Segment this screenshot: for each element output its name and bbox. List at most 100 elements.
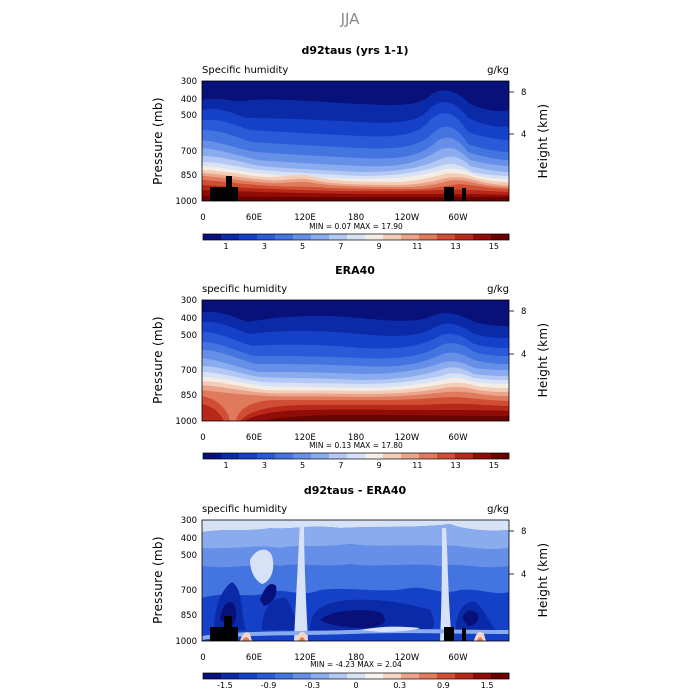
colorbar-swatch xyxy=(401,234,420,240)
colorbar-label: 11 xyxy=(412,461,422,470)
panel-2: ERA40 specific humidity g/kg 300 400 xyxy=(151,264,550,470)
panel-1-ylabel: Pressure (mb) xyxy=(151,97,165,185)
panel-2-units: g/kg xyxy=(487,284,509,295)
panel-3-ytick-500: 500 xyxy=(181,551,197,561)
colorbar-swatch xyxy=(491,673,510,679)
colorbar-label: 1.5 xyxy=(481,681,494,690)
panel-2-ytick-1000: 1000 xyxy=(175,417,197,427)
panel-1-y2ticks: 8 4 xyxy=(509,88,526,140)
colorbar-swatch xyxy=(365,234,384,240)
colorbar-swatch xyxy=(257,453,276,459)
panel-2-frame xyxy=(201,299,510,422)
panel-3-ytick-300: 300 xyxy=(181,516,197,526)
colorbar-label: -1.5 xyxy=(217,681,233,690)
colorbar-swatch xyxy=(293,234,312,240)
colorbar-label: 5 xyxy=(300,242,305,251)
colorbar-label: 3 xyxy=(262,461,267,470)
colorbar-swatch xyxy=(329,234,348,240)
colorbar-swatch xyxy=(257,234,276,240)
panel-1-stats: MIN = 0.07 MAX = 17.90 xyxy=(309,222,403,231)
colorbar-frame xyxy=(202,452,510,460)
panel-3-vertical-streak-60w xyxy=(440,528,452,641)
panel-1-topography xyxy=(210,176,466,201)
panel-2-xtick-120e: 120E xyxy=(294,433,316,443)
colorbar-swatch xyxy=(401,673,420,679)
panel-2-ytick-850: 850 xyxy=(181,391,197,401)
colorbar-swatch xyxy=(419,673,438,679)
colorbar-swatch xyxy=(365,453,384,459)
panel-1-ytick-300: 300 xyxy=(181,77,197,87)
panel-1: d92taus (yrs 1-1) Specific humidity g/kg xyxy=(151,44,550,251)
panel-1-y2tick-4: 4 xyxy=(521,130,526,140)
panel-3-ylabel: Pressure (mb) xyxy=(151,536,165,624)
panel-3-ytick-400: 400 xyxy=(181,534,197,544)
panel-1-ytick-700: 700 xyxy=(181,147,197,157)
panel-1-y2tick-8: 8 xyxy=(521,88,526,98)
panel-3-upper-near-zero xyxy=(202,520,509,532)
colorbar-swatch xyxy=(203,453,222,459)
panel-3-upper-left-white xyxy=(250,549,274,584)
panel-1-xtick-120w: 120W xyxy=(395,213,420,223)
panel-3-title: d92taus - ERA40 xyxy=(304,484,407,497)
colorbar-swatch xyxy=(329,453,348,459)
colorbar-swatch xyxy=(347,673,366,679)
panel-3-positive-patch-2 xyxy=(242,637,483,641)
colorbar-label: 1 xyxy=(224,242,229,251)
panel-3-topography xyxy=(210,616,466,641)
colorbar-swatch xyxy=(383,453,402,459)
panel-3-y2label: Height (km) xyxy=(536,543,550,618)
panel-3-lowlevel-stripe-2 xyxy=(360,626,420,632)
colorbar-frame xyxy=(202,672,510,680)
panel-2-yticks: 300 400 500 700 850 1000 xyxy=(175,296,197,427)
panel-2-y2label: Height (km) xyxy=(536,323,550,398)
colorbar-swatch xyxy=(329,673,348,679)
colorbar-swatch xyxy=(239,673,258,679)
panel-3-ytick-1000: 1000 xyxy=(175,637,197,647)
panel-3-dry-core xyxy=(214,582,496,632)
panel-1-yticks: 300 400 500 700 850 1000 xyxy=(175,77,197,207)
panel-2-plot xyxy=(202,300,509,421)
colorbar-label: 5 xyxy=(300,461,305,470)
panel-3-units: g/kg xyxy=(487,504,509,515)
panel-3-xtick-60e: 60E xyxy=(246,653,262,663)
panel-2-stats: MIN = 0.13 MAX = 17.80 xyxy=(309,441,403,450)
panel-1-plot xyxy=(202,81,509,201)
panel-3-variable: specific humidity xyxy=(202,504,287,515)
colorbar-swatch xyxy=(221,234,240,240)
panel-3-upper-light xyxy=(202,524,509,550)
colorbar-label: 0.9 xyxy=(437,681,450,690)
panel-2-contour-level-17 xyxy=(260,415,509,421)
panel-2-xtick-0: 0 xyxy=(200,433,205,443)
panel-2-ytick-500: 500 xyxy=(181,331,197,341)
colorbar-label: 9 xyxy=(377,242,382,251)
panel-2-xticks: 0 60E 120E 180 120W 60W xyxy=(200,433,468,443)
panel-2-ytick-700: 700 xyxy=(181,366,197,376)
colorbar-swatch xyxy=(365,673,384,679)
panel-2-y2ticks: 8 4 xyxy=(509,307,526,360)
colorbar-swatch xyxy=(203,234,222,240)
panel-3-ytick-700: 700 xyxy=(181,586,197,596)
colorbar-swatch xyxy=(473,234,492,240)
panel-2-xtick-120w: 120W xyxy=(395,433,420,443)
panel-3-xtick-120e: 120E xyxy=(294,653,316,663)
colorbar-swatch xyxy=(455,234,474,240)
panel-2-colorbar: 1 3 5 7 9 11 13 15 xyxy=(202,452,510,470)
panel-3-vertical-streak-120e xyxy=(294,522,308,641)
panel-3: d92taus - ERA40 specific humidity g/kg 3… xyxy=(151,484,550,690)
colorbar-frame xyxy=(202,233,510,241)
panel-1-ytick-850: 850 xyxy=(181,171,197,181)
colorbar-swatch xyxy=(203,673,222,679)
panel-3-plot xyxy=(202,520,509,641)
colorbar-label: -0.3 xyxy=(304,681,320,690)
panel-1-frame xyxy=(201,80,510,202)
colorbar-label: 3 xyxy=(262,242,267,251)
panel-1-ytick-500: 500 xyxy=(181,111,197,121)
colorbar-swatch xyxy=(419,453,438,459)
colorbar-swatch xyxy=(491,453,510,459)
panel-3-y2ticks: 8 4 xyxy=(509,527,526,580)
colorbar-swatch xyxy=(293,453,312,459)
figure-title: JJA xyxy=(340,10,361,28)
colorbar-swatch xyxy=(275,673,294,679)
panel-1-xtick-60w: 60W xyxy=(448,213,468,223)
